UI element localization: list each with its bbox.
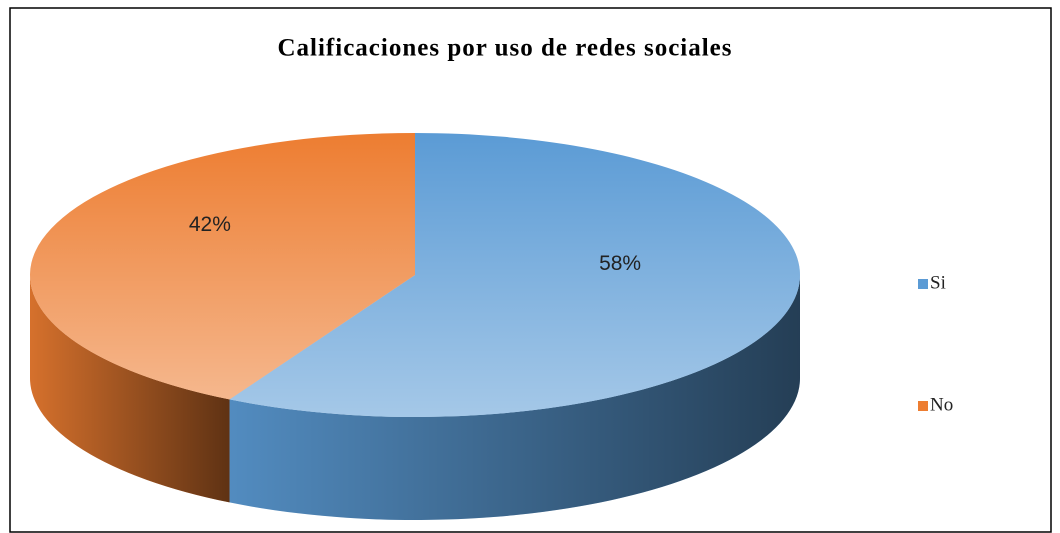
top-shade xyxy=(229,133,800,418)
legend-swatch xyxy=(918,401,928,411)
legend: Si No xyxy=(918,272,953,415)
top-shade xyxy=(30,133,415,400)
data-label: 58% xyxy=(599,252,641,275)
legend-label: Si xyxy=(930,272,946,293)
legend-swatch xyxy=(918,279,928,289)
side-shade xyxy=(30,275,230,503)
data-label: 42% xyxy=(189,213,231,236)
chart-title: Calificaciones por uso de redes sociales xyxy=(277,35,732,62)
side-shade xyxy=(229,275,800,520)
pie: 58% 42% xyxy=(30,133,800,520)
legend-label: No xyxy=(930,394,953,415)
